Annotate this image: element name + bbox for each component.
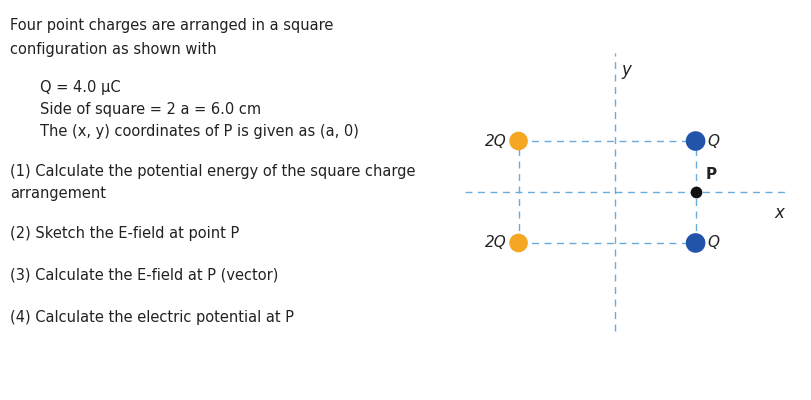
Point: [689, 189, 702, 195]
Point: [689, 240, 702, 246]
Text: configuration as shown with: configuration as shown with: [11, 42, 217, 57]
Text: P: P: [706, 167, 716, 182]
Text: (4) Calculate the electric potential at P: (4) Calculate the electric potential at …: [11, 310, 294, 325]
Point: [689, 138, 702, 144]
Text: x: x: [775, 204, 784, 222]
Text: 2Q: 2Q: [485, 236, 507, 250]
Text: Q: Q: [707, 134, 719, 148]
Text: y: y: [621, 60, 632, 78]
Point: [512, 240, 525, 246]
Text: Four point charges are arranged in a square: Four point charges are arranged in a squ…: [11, 18, 333, 33]
Text: Side of square = 2 a = 6.0 cm: Side of square = 2 a = 6.0 cm: [40, 102, 261, 117]
Text: 2Q: 2Q: [485, 134, 507, 148]
Text: (1) Calculate the potential energy of the square charge: (1) Calculate the potential energy of th…: [11, 164, 416, 179]
Text: The (x, y) coordinates of P is given as (a, 0): The (x, y) coordinates of P is given as …: [40, 124, 358, 139]
Text: arrangement: arrangement: [11, 186, 106, 201]
Text: (3) Calculate the E-field at P (vector): (3) Calculate the E-field at P (vector): [11, 268, 279, 283]
Point: [512, 138, 525, 144]
Text: Q: Q: [707, 236, 719, 250]
Text: (2) Sketch the E-field at point P: (2) Sketch the E-field at point P: [11, 226, 239, 241]
Text: Q = 4.0 μC: Q = 4.0 μC: [40, 80, 121, 95]
